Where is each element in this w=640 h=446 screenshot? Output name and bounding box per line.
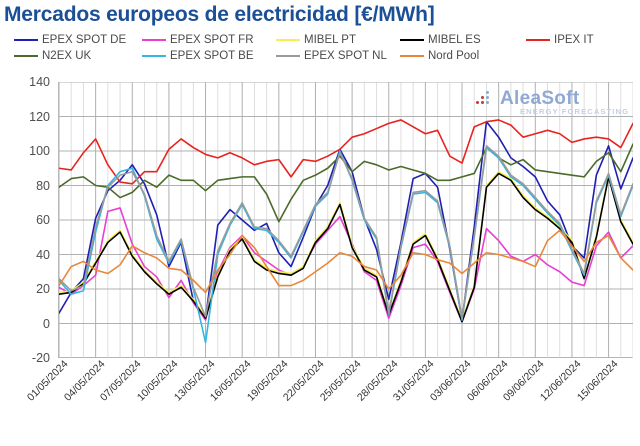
legend-color-swatch xyxy=(526,39,550,41)
page-title: Mercados europeos de electricidad [€/MWh… xyxy=(4,3,435,26)
legend-label: EPEX SPOT FR xyxy=(170,34,254,46)
y-axis-tick-label: 120 xyxy=(29,109,50,124)
y-axis-labels: 140 120 100 80 60 40 20 0 -20 xyxy=(0,75,54,365)
legend-color-swatch xyxy=(400,55,424,57)
legend-color-swatch xyxy=(276,55,300,57)
x-axis-labels: 01/05/2024 04/05/2024 07/05/2024 10/05/2024… xyxy=(0,358,640,446)
legend-label: Nord Pool xyxy=(428,50,480,62)
legend-item[interactable]: EPEX SPOT DE xyxy=(14,34,126,46)
legend-color-swatch xyxy=(142,55,166,57)
y-axis-tick-label: 60 xyxy=(36,213,50,227)
legend-label: EPEX SPOT DE xyxy=(42,34,127,46)
y-axis-tick-label: -20 xyxy=(31,351,50,365)
y-axis-tick-label: 40 xyxy=(36,247,50,262)
y-axis-tick-label: 80 xyxy=(36,178,50,193)
y-axis-tick-label: 20 xyxy=(36,282,50,296)
chart-svg xyxy=(59,82,633,358)
legend-color-swatch xyxy=(276,39,300,41)
legend-label: IPEX IT xyxy=(554,34,594,46)
legend-label: EPEX SPOT NL xyxy=(304,50,387,62)
series-line xyxy=(59,146,633,344)
legend-color-swatch xyxy=(14,39,38,41)
legend-label: MIBEL PT xyxy=(304,34,356,46)
series-line xyxy=(59,119,633,185)
legend-label: MIBEL ES xyxy=(428,34,481,46)
legend-color-swatch xyxy=(400,39,424,41)
series-line xyxy=(59,207,633,323)
legend-label: EPEX SPOT BE xyxy=(170,50,254,62)
series-line xyxy=(59,120,633,321)
legend-item[interactable]: EPEX SPOT BE xyxy=(142,50,254,62)
legend-color-swatch xyxy=(142,39,166,41)
series-line xyxy=(59,229,633,294)
legend-item[interactable]: IPEX IT xyxy=(526,34,594,46)
y-axis-tick-label: 0 xyxy=(43,316,50,331)
legend-item[interactable]: N2EX UK xyxy=(14,50,91,62)
legend-item[interactable]: Nord Pool xyxy=(400,50,479,62)
series-line xyxy=(59,172,633,323)
legend-item[interactable]: MIBEL PT xyxy=(276,34,356,46)
plot-area xyxy=(58,82,633,358)
y-axis-tick-label: 140 xyxy=(29,75,50,89)
legend-item[interactable]: EPEX SPOT FR xyxy=(142,34,254,46)
legend-item[interactable]: MIBEL ES xyxy=(400,34,481,46)
legend-label: N2EX UK xyxy=(42,50,92,62)
series-line xyxy=(59,145,633,320)
legend-color-swatch xyxy=(14,55,38,57)
y-axis-tick-label: 100 xyxy=(29,144,50,158)
legend-item[interactable]: EPEX SPOT NL xyxy=(276,50,387,62)
